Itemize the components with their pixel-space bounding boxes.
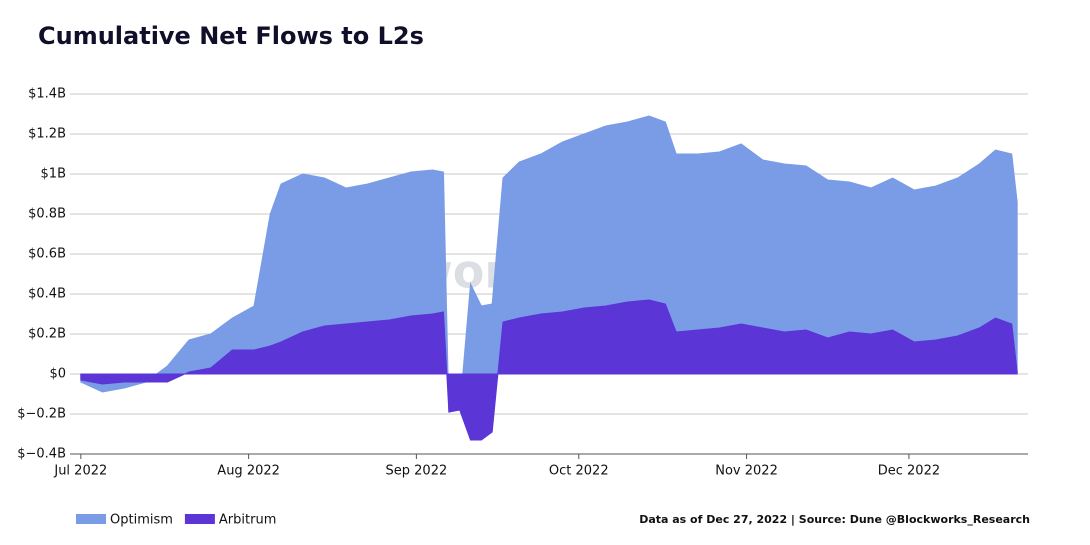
- y-tick-label: $−0.2B: [17, 407, 66, 422]
- legend-swatch: [184, 514, 215, 524]
- y-tick-label: $−0.4B: [17, 447, 66, 462]
- area-1: [80, 299, 1018, 441]
- chart-title: Cumulative Net Flows to L2s: [38, 22, 424, 50]
- y-tick-label: $1B: [41, 167, 66, 182]
- x-tick-label: Nov 2022: [715, 464, 778, 479]
- y-tick-label: $0.8B: [28, 207, 66, 222]
- y-tick-label: $1.2B: [28, 127, 66, 142]
- x-tick-label: Oct 2022: [549, 464, 609, 479]
- legend-label: Arbitrum: [219, 513, 276, 528]
- plot: [80, 115, 1018, 441]
- x-tick-label: Jul 2022: [53, 464, 107, 479]
- legend-label: Optimism: [110, 513, 173, 528]
- y-tick-label: $0: [49, 367, 66, 382]
- y-tick-label: $1.4B: [28, 87, 66, 102]
- x-tick-label: Sep 2022: [386, 464, 448, 479]
- x-tick-label: Dec 2022: [878, 464, 940, 479]
- footnote: Data as of Dec 27, 2022 | Source: Dune @…: [639, 513, 1030, 526]
- legend-swatch: [76, 514, 106, 524]
- y-tick-label: $0.4B: [28, 287, 66, 302]
- y-tick-label: $0.6B: [28, 247, 66, 262]
- x-tick-label: Aug 2022: [217, 464, 280, 479]
- y-tick-label: $0.2B: [28, 327, 66, 342]
